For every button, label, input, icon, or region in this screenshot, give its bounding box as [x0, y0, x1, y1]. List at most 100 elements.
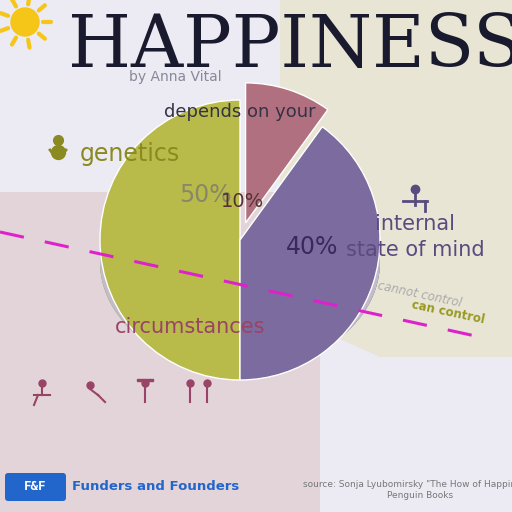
Polygon shape	[292, 339, 295, 362]
FancyBboxPatch shape	[5, 473, 66, 501]
Polygon shape	[366, 285, 367, 309]
Polygon shape	[118, 293, 120, 317]
Polygon shape	[203, 344, 207, 367]
Polygon shape	[103, 264, 104, 289]
Polygon shape	[146, 320, 148, 344]
Polygon shape	[266, 346, 269, 368]
Polygon shape	[347, 308, 349, 332]
Polygon shape	[163, 330, 166, 354]
Polygon shape	[371, 276, 372, 301]
Polygon shape	[243, 348, 246, 370]
Polygon shape	[210, 346, 215, 368]
Polygon shape	[370, 279, 371, 303]
Polygon shape	[126, 303, 129, 327]
Text: genetics: genetics	[80, 142, 180, 166]
Polygon shape	[334, 318, 336, 342]
Polygon shape	[215, 346, 218, 369]
Text: 40%: 40%	[285, 234, 338, 259]
Polygon shape	[140, 316, 143, 340]
Polygon shape	[225, 348, 229, 370]
Polygon shape	[356, 299, 357, 323]
Polygon shape	[340, 313, 343, 337]
Polygon shape	[364, 289, 365, 313]
Polygon shape	[295, 338, 297, 361]
Polygon shape	[124, 301, 126, 325]
Wedge shape	[240, 127, 380, 380]
Polygon shape	[232, 348, 237, 370]
Polygon shape	[343, 312, 345, 335]
Polygon shape	[286, 341, 289, 364]
Polygon shape	[237, 348, 240, 370]
Polygon shape	[197, 343, 200, 366]
Text: 50%: 50%	[179, 183, 231, 207]
Text: can control: can control	[410, 298, 486, 326]
Polygon shape	[362, 291, 364, 315]
Polygon shape	[352, 303, 354, 327]
Polygon shape	[135, 312, 138, 336]
Polygon shape	[193, 342, 197, 365]
Circle shape	[11, 8, 39, 36]
Polygon shape	[200, 344, 203, 366]
Polygon shape	[280, 0, 512, 357]
Polygon shape	[374, 268, 375, 292]
Polygon shape	[308, 333, 311, 356]
Polygon shape	[258, 347, 261, 369]
Polygon shape	[360, 293, 362, 317]
Polygon shape	[112, 283, 113, 308]
Polygon shape	[116, 291, 118, 315]
Polygon shape	[240, 348, 243, 370]
Polygon shape	[330, 322, 332, 345]
Polygon shape	[300, 336, 303, 359]
Polygon shape	[137, 379, 153, 381]
Polygon shape	[104, 267, 105, 291]
Wedge shape	[100, 100, 240, 380]
Polygon shape	[249, 348, 252, 370]
Text: source: Sonja Lyubomirsky "The How of Happiness",
Penguin Books: source: Sonja Lyubomirsky "The How of Ha…	[303, 480, 512, 500]
Polygon shape	[160, 329, 163, 352]
Polygon shape	[278, 344, 281, 366]
Text: depends on your: depends on your	[164, 103, 316, 121]
Polygon shape	[166, 332, 169, 355]
Polygon shape	[336, 316, 338, 340]
Text: Funders and Founders: Funders and Founders	[72, 480, 239, 493]
Polygon shape	[345, 310, 347, 334]
Polygon shape	[252, 348, 255, 370]
Polygon shape	[284, 342, 286, 365]
Polygon shape	[183, 338, 186, 361]
Polygon shape	[373, 272, 374, 296]
Polygon shape	[272, 345, 275, 367]
Polygon shape	[154, 325, 157, 349]
Polygon shape	[359, 295, 360, 319]
Polygon shape	[261, 347, 264, 369]
Text: internal
state of mind: internal state of mind	[346, 214, 484, 260]
Polygon shape	[325, 324, 328, 348]
Polygon shape	[328, 323, 330, 346]
Polygon shape	[138, 314, 140, 338]
Polygon shape	[354, 301, 356, 325]
Polygon shape	[376, 264, 377, 288]
Polygon shape	[264, 346, 266, 369]
Wedge shape	[246, 83, 328, 223]
Polygon shape	[143, 318, 146, 342]
Polygon shape	[305, 334, 308, 357]
Polygon shape	[106, 272, 108, 297]
Polygon shape	[372, 274, 373, 298]
Polygon shape	[313, 331, 315, 354]
Polygon shape	[218, 347, 222, 369]
Polygon shape	[207, 345, 210, 368]
Polygon shape	[338, 315, 340, 338]
Polygon shape	[318, 328, 321, 352]
Polygon shape	[169, 333, 173, 357]
Polygon shape	[133, 310, 135, 334]
Polygon shape	[179, 337, 183, 360]
Polygon shape	[255, 347, 258, 369]
Polygon shape	[367, 283, 369, 307]
Polygon shape	[246, 348, 249, 370]
Polygon shape	[275, 344, 278, 367]
Polygon shape	[375, 266, 376, 290]
Polygon shape	[173, 335, 176, 358]
Polygon shape	[281, 343, 284, 366]
Text: cannot control: cannot control	[377, 279, 463, 309]
Polygon shape	[222, 347, 225, 369]
Polygon shape	[377, 259, 378, 283]
